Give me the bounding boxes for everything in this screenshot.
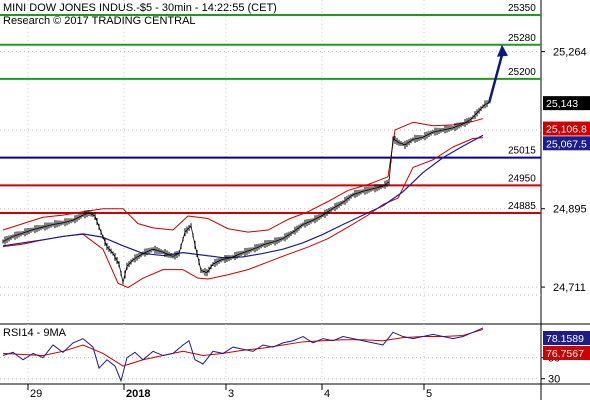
rsi-ma-value-tag-bg [543,346,590,360]
last-price-tag-bg [543,96,590,111]
level-label: 25350 [508,3,536,14]
ma-tag-bg [543,136,590,151]
rsi-value-tag-bg [543,331,590,345]
chart-title: MINI DOW JONES INDUS.-$5 - 30min - 14:22… [3,2,277,14]
rsi-title: RSI14 - 9MA [3,327,67,339]
rsi-ma-value-tag: 76.7567 [546,348,584,360]
last-price-tag: 25,143 [546,98,578,110]
projection-arrow-head [497,44,508,57]
bollinger-lower-band [2,137,484,289]
time-tick-label: 3 [228,388,234,400]
level-label: 25015 [508,146,536,157]
copyright-text: Research © 2017 TRADING CENTRAL [3,15,196,27]
bollinger-upper-band [2,118,484,233]
time-tick-label: 5 [426,388,432,400]
rsi-tick-label: 30 [548,374,560,386]
time-tick-label: 2018 [126,388,150,400]
upper-band-tag-bg [543,121,590,136]
level-label: 24885 [508,201,536,212]
price-path [2,102,490,283]
rsi-ma-line [2,328,484,367]
ma-tag: 25,067.5 [546,138,587,150]
level-label: 25200 [508,67,536,78]
projection-arrow-shaft [487,54,504,104]
price-tick-label: 24,895 [553,204,587,216]
rsi-value-tag: 78.1589 [546,333,584,345]
time-tick-label: 4 [324,388,330,400]
upper-band-tag: 25,106.8 [546,124,587,136]
price-tick-label: 24,711 [553,282,586,294]
time-tick-label: 29 [30,388,42,400]
level-label: 25280 [508,33,536,44]
level-label: 24950 [508,173,536,184]
moving-average-line [2,134,484,259]
rsi-line [2,327,484,383]
price-tick-label: 25,264 [553,47,587,59]
